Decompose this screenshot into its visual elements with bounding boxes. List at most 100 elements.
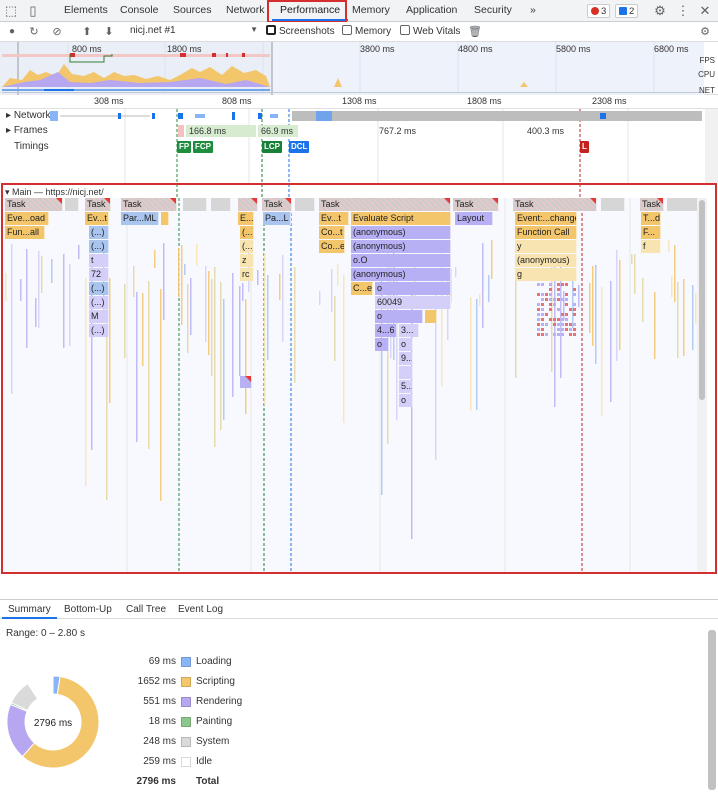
function-block[interactable]: o	[375, 338, 389, 351]
task-block[interactable]	[211, 198, 231, 211]
parse-html-block[interactable]: Par...ML	[121, 212, 159, 225]
call-block[interactable]: (...)	[89, 240, 109, 253]
function-block[interactable]: o	[399, 338, 413, 351]
function-block[interactable]: z	[240, 254, 254, 267]
task-block[interactable]	[601, 198, 625, 211]
flame-chart[interactable]: Task Task Task Task Task Task Task Task …	[3, 198, 707, 572]
task-block[interactable]	[183, 198, 207, 211]
tab-security[interactable]: Security	[466, 0, 520, 21]
main-thread-header[interactable]: ▾ Main — https://nicj.net/	[5, 187, 104, 198]
message-count-badge[interactable]: 2	[615, 4, 638, 18]
anonymous-block[interactable]: (anonymous)	[351, 268, 451, 281]
event-block[interactable]: E...	[238, 212, 254, 225]
task-block[interactable]: Task	[262, 198, 292, 211]
task-block[interactable]	[65, 198, 79, 211]
screenshots-checkbox[interactable]: Screenshots	[266, 25, 335, 37]
tab-network[interactable]: Network	[218, 0, 273, 21]
fp-marker[interactable]: FP	[177, 141, 191, 153]
call-block[interactable]: (...)	[89, 296, 109, 309]
scrollbar-thumb[interactable]	[699, 200, 705, 400]
function-block[interactable]: o	[399, 394, 413, 407]
frame-segment[interactable]: 767.2 ms	[376, 125, 436, 137]
record-button[interactable]: ●	[4, 23, 20, 41]
anonymous-block[interactable]: (anonymous)	[515, 254, 577, 267]
frame-segment[interactable]: 66.9 ms	[258, 125, 298, 137]
function-block[interactable]: o	[375, 310, 423, 323]
profile-select[interactable]: nicj.net #1 ▼	[130, 25, 258, 39]
clear-icon[interactable]: ⊘	[49, 23, 65, 41]
close-icon[interactable]: ✕	[696, 2, 714, 20]
summary-scrollbar[interactable]	[708, 630, 716, 790]
event-block[interactable]: Ev...t	[85, 212, 109, 225]
function-block[interactable]: 5...	[399, 380, 413, 393]
task-block[interactable]: Task	[319, 198, 451, 211]
frame-segment[interactable]: 400.3 ms	[524, 125, 584, 137]
fcp-marker[interactable]: FCP	[193, 141, 213, 153]
reload-record-icon[interactable]: ↻	[26, 23, 42, 41]
compile-block[interactable]: Co...t	[319, 226, 345, 239]
function-block[interactable]: g	[515, 268, 577, 281]
frames-track-label[interactable]: ▸ Frames	[6, 125, 48, 136]
device-toolbar-icon[interactable]: ▯	[24, 2, 42, 20]
tab-console[interactable]: Console	[112, 0, 167, 21]
event-change-block[interactable]: Event:...change	[515, 212, 577, 225]
tab-elements[interactable]: Elements	[56, 0, 116, 21]
tab-bottom-up[interactable]: Bottom-Up	[58, 600, 118, 619]
call-block[interactable]	[425, 310, 437, 323]
more-tabs-button[interactable]: »	[522, 0, 544, 21]
frame-segment[interactable]	[178, 125, 184, 137]
load-marker[interactable]: L	[580, 141, 589, 153]
task-block[interactable]: Task	[85, 198, 111, 211]
dcl-marker[interactable]: DCL	[289, 141, 309, 153]
function-call-block[interactable]: Function Call	[515, 226, 577, 239]
tab-summary[interactable]: Summary	[2, 600, 57, 619]
save-profile-icon[interactable]: ⬇	[101, 23, 117, 41]
timeline-overview[interactable]: 800 ms 1800 ms 3800 ms 4800 ms 5800 ms 6…	[0, 42, 718, 95]
load-profile-icon[interactable]: ⬆	[79, 23, 95, 41]
function-block[interactable]: o	[375, 282, 451, 295]
call-block[interactable]: (...)	[240, 240, 254, 253]
function-block[interactable]: M	[89, 310, 109, 323]
tab-event-log[interactable]: Event Log	[172, 600, 229, 619]
compile-block[interactable]: Co...e	[319, 240, 345, 253]
call-block[interactable]: (...)	[89, 282, 109, 295]
tab-sources[interactable]: Sources	[165, 0, 220, 21]
anonymous-block[interactable]: (anonymous)	[351, 240, 451, 253]
function-block[interactable]: t	[89, 254, 109, 267]
task-block[interactable]: Task	[5, 198, 63, 211]
inspect-element-icon[interactable]: ⬚	[2, 2, 20, 20]
function-block[interactable]: 9...	[399, 352, 413, 365]
event-load-block[interactable]: Eve...oad	[5, 212, 49, 225]
paint-layout-block[interactable]: Pa...L	[263, 212, 291, 225]
call-block[interactable]	[161, 212, 169, 225]
tab-performance[interactable]: Performance	[272, 0, 348, 21]
function-block[interactable]: rc	[240, 268, 254, 281]
lcp-marker[interactable]: LCP	[262, 141, 282, 153]
layout-block[interactable]: Layout	[455, 212, 493, 225]
task-block[interactable]	[295, 198, 315, 211]
task-block[interactable]: Task	[121, 198, 177, 211]
network-track[interactable]: ▸ Network	[0, 110, 704, 124]
function-block[interactable]: 4...6	[375, 324, 397, 337]
frame-segment[interactable]: 166.8 ms	[186, 125, 256, 137]
task-block[interactable]	[238, 198, 258, 211]
call-block[interactable]: (...)	[89, 226, 109, 239]
tab-application[interactable]: Application	[398, 0, 465, 21]
call-block[interactable]: (...)	[240, 226, 254, 239]
task-child-block[interactable]: T...d	[641, 212, 661, 225]
webvitals-checkbox[interactable]: Web Vitals	[400, 25, 460, 37]
task-block[interactable]: Task	[453, 198, 499, 211]
error-count-badge[interactable]: 3	[587, 4, 610, 18]
function-block[interactable]: y	[515, 240, 577, 253]
function-block[interactable]	[399, 366, 413, 379]
evaluate-script-block[interactable]: Evaluate Script	[351, 212, 451, 225]
long-task-marker[interactable]	[240, 376, 252, 388]
event-block[interactable]: Ev...t	[319, 212, 349, 225]
call-block[interactable]: (...)	[89, 324, 109, 337]
task-block[interactable]: Task	[513, 198, 597, 211]
task-block[interactable]: Task	[640, 198, 664, 211]
function-call-block[interactable]: Fun...all	[5, 226, 45, 239]
function-block[interactable]: f	[641, 240, 661, 253]
more-options-icon[interactable]: ⋮	[674, 2, 692, 20]
function-block[interactable]: 3...	[399, 324, 419, 337]
